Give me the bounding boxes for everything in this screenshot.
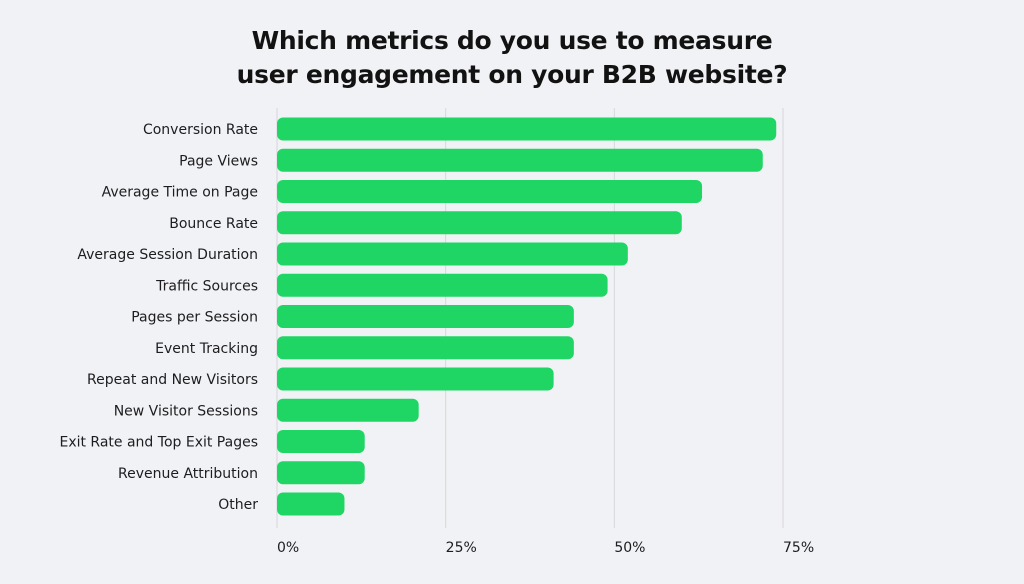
bar-1: [277, 148, 763, 172]
x-tick-label-50: 50%: [614, 540, 645, 556]
chart-title: Which metrics do you use to measure user…: [0, 24, 1024, 92]
category-label-3: Bounce Rate: [169, 216, 258, 232]
chart-title-line-1: Which metrics do you use to measure: [251, 26, 773, 55]
bar-10: [277, 430, 365, 453]
category-label-7: Event Tracking: [155, 341, 258, 357]
category-label-12: Other: [218, 497, 258, 513]
bar-6: [277, 305, 574, 328]
bar-8: [277, 367, 554, 391]
bar-5: [277, 273, 608, 297]
bar-2: [277, 180, 703, 203]
category-label-2: Average Time on Page: [102, 185, 258, 201]
x-tick-label-75: 75%: [783, 540, 814, 556]
category-label-11: Revenue Attribution: [118, 466, 258, 482]
category-label-9: New Visitor Sessions: [114, 403, 258, 419]
bar-7: [277, 336, 574, 360]
bar-3: [277, 211, 682, 235]
x-tick-label-25: 25%: [446, 540, 477, 556]
category-label-10: Exit Rate and Top Exit Pages: [59, 435, 258, 451]
category-label-6: Pages per Session: [131, 310, 258, 326]
bar-9: [277, 398, 419, 422]
category-label-5: Traffic Sources: [155, 278, 258, 294]
category-label-0: Conversion Rate: [143, 122, 258, 138]
category-label-8: Repeat and New Visitors: [87, 372, 258, 388]
bar-4: [277, 242, 628, 266]
chart-title-line-2: user engagement on your B2B website?: [236, 60, 788, 89]
bar-12: [277, 492, 345, 516]
bar-0: [277, 117, 777, 141]
category-label-4: Average Session Duration: [77, 247, 258, 263]
category-label-1: Page Views: [179, 153, 258, 169]
bar-11: [277, 461, 365, 485]
x-tick-label-0: 0%: [277, 540, 299, 556]
